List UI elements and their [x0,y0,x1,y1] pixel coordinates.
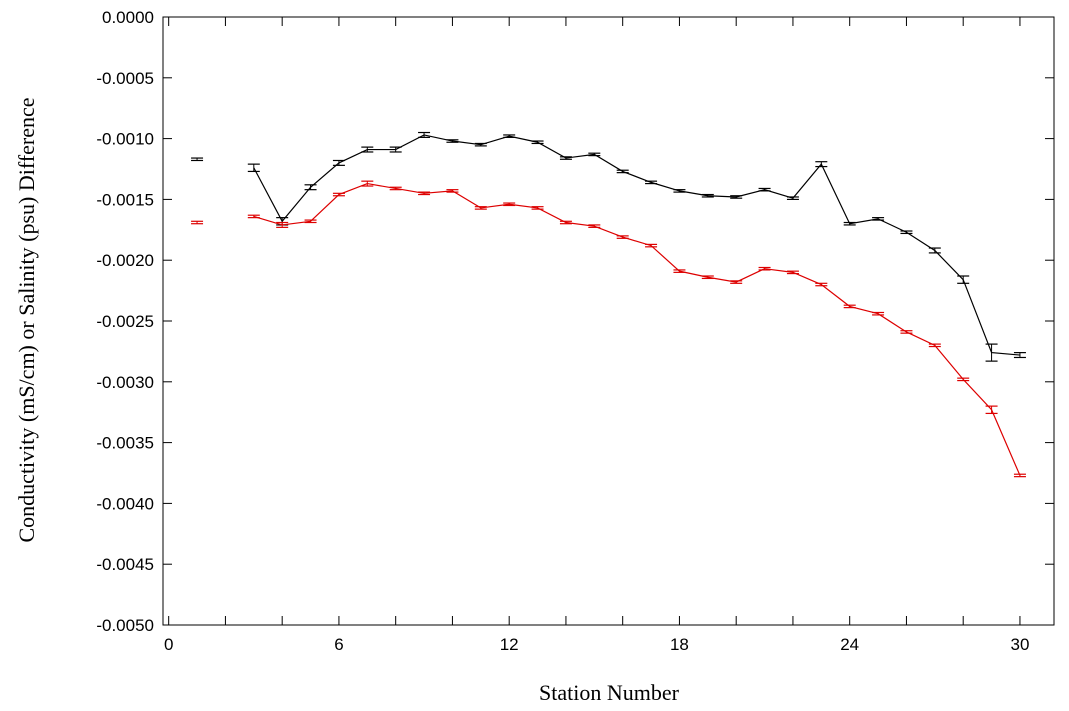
data-point [588,152,601,157]
data-point [389,186,402,191]
data-point [559,220,572,225]
data-point [418,191,431,196]
data-point [503,202,516,207]
data-point [645,180,658,185]
x-tick-label: 24 [840,635,859,654]
data-point [332,159,345,166]
data-point [616,235,629,239]
data-point [247,214,260,219]
y-tick-label: -0.0030 [96,373,154,392]
y-tick-label: -0.0040 [96,494,154,513]
series-1 [191,180,1026,478]
data-point [247,163,260,173]
y-axis-ticks: 0.0000 -0.0005 -0.0010 -0.0015 -0.0020 -0.002… [96,8,1054,635]
data-point [191,220,204,225]
data-point [815,161,828,168]
y-tick-label: -0.0005 [96,69,154,88]
data-point [531,206,544,210]
x-tick-label: 18 [670,635,689,654]
data-point [786,196,799,200]
y-tick-label: -0.0035 [96,434,154,453]
y-tick-label: -0.0045 [96,555,154,574]
data-point [758,187,771,192]
data-point [701,193,714,198]
data-point [503,134,516,138]
data-point [645,243,658,248]
plot-border [162,16,1055,626]
data-point [389,146,402,153]
data-point [361,180,374,187]
data-point [786,270,799,275]
y-tick-label: -0.0025 [96,312,154,331]
data-point [928,247,941,254]
data-point [474,142,487,147]
data-point [872,217,885,221]
data-point [446,139,459,143]
data-point [276,221,289,228]
data-point [474,206,487,210]
data-point [304,219,317,224]
data-point [673,269,686,273]
data-point [418,131,431,138]
data-point [985,405,998,415]
series-layer [191,131,1026,478]
data-point [843,221,856,226]
y-tick-label: -0.0020 [96,251,154,270]
x-tick-label: 30 [1010,635,1029,654]
data-point [1013,352,1026,359]
data-point [843,304,856,309]
y-axis-title: Conductivity (mS/cm) or Salinity (psu) D… [14,97,39,542]
series-line [253,182,1021,476]
data-point [531,140,544,145]
y-tick-label: -0.0015 [96,190,154,209]
y-tick-label: -0.0050 [96,616,154,635]
data-point [559,156,572,160]
data-point [815,282,828,287]
data-point [730,280,743,284]
x-axis-title: Station Number [539,680,680,705]
data-point [446,189,459,193]
data-point [928,343,941,348]
data-point [730,195,743,199]
data-point [872,311,885,316]
series-0 [191,131,1026,362]
data-point [332,192,345,197]
data-point [985,343,998,362]
data-point [361,146,374,153]
data-point [191,157,204,162]
data-point [701,275,714,280]
series-line [253,134,1021,356]
data-point [957,275,970,284]
data-point [900,330,913,334]
y-tick-label: 0.0000 [102,8,154,27]
x-tick-label: 0 [164,635,173,654]
x-tick-label: 6 [334,635,343,654]
data-point [304,184,317,191]
data-point [900,230,913,235]
y-tick-label: -0.0010 [96,130,154,149]
data-point [616,169,629,174]
data-point [957,377,970,382]
data-point [588,224,601,228]
x-tick-label: 12 [500,635,519,654]
x-axis-ticks: 0 6 12 18 24 30 [164,17,1029,654]
data-point [673,189,686,193]
data-point [758,266,771,271]
plot-frame [162,16,1055,626]
data-point [1013,473,1026,478]
